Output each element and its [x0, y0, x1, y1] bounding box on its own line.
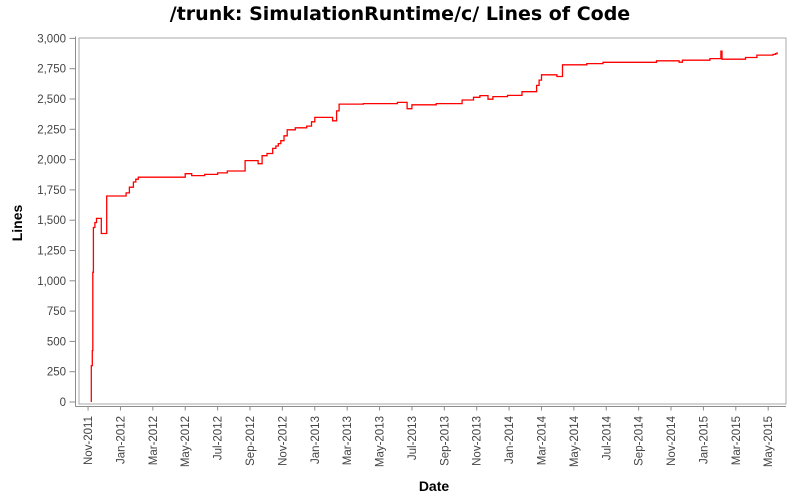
y-tick-label: 2,750 — [37, 64, 66, 76]
x-tick-label: Jul-2012 — [213, 416, 225, 460]
x-axis-label: Date — [418, 478, 450, 494]
x-ticks: Nov-2011 Jan-2012 Mar-2012 May-2012 Jul-2012… — [83, 406, 775, 467]
plot-border — [78, 37, 787, 405]
x-tick-label: Mar-2013 — [342, 416, 354, 465]
x-tick-label: Sep-2013 — [439, 416, 451, 466]
x-tick-label: May-2012 — [180, 416, 192, 467]
x-tick-label: Mar-2012 — [148, 416, 160, 465]
x-tick-label: Nov-2013 — [472, 416, 484, 466]
y-tick-label: 250 — [47, 367, 66, 379]
y-axis-label: Lines — [9, 204, 25, 242]
x-tick-label: Jan-2015 — [698, 416, 710, 464]
x-tick-label: Nov-2012 — [277, 416, 289, 466]
x-tick-label: Jan-2012 — [115, 416, 127, 464]
y-tick-label: 500 — [47, 336, 66, 348]
x-tick-label: May-2013 — [375, 416, 387, 467]
x-tick-label: Jul-2014 — [601, 415, 613, 460]
x-tick-label: Mar-2014 — [536, 415, 548, 465]
x-tick-label: May-2014 — [569, 415, 581, 467]
x-tick-label: Sep-2012 — [245, 416, 257, 466]
y-tick-label: 0 — [60, 397, 66, 409]
x-tick-label: Nov-2014 — [666, 415, 678, 465]
x-tick-label: Jan-2014 — [504, 415, 516, 464]
y-tick-label: 3,000 — [37, 33, 66, 45]
y-tick-label: 1,000 — [37, 276, 66, 288]
y-tick-label: 2,500 — [37, 94, 66, 106]
y-tick-label: 1,750 — [37, 185, 66, 197]
y-tick-label: 2,000 — [37, 155, 66, 167]
x-tick-label: Nov-2011 — [83, 416, 95, 465]
y-tick-label: 1,500 — [37, 215, 66, 227]
chart-title: /trunk: SimulationRuntime/c/ Lines of Co… — [169, 3, 631, 25]
y-ticks: 0 250 500 750 1,000 1,250 1,500 1,750 2,000 2,250… — [37, 33, 76, 409]
x-tick-label: May-2015 — [763, 416, 775, 467]
x-tick-label: Sep-2014 — [634, 415, 646, 465]
x-tick-label: Mar-2015 — [731, 416, 743, 465]
y-tick-label: 2,250 — [37, 124, 66, 136]
y-tick-label: 1,250 — [37, 246, 66, 258]
x-tick-label: Jan-2013 — [310, 416, 322, 464]
lines-of-code-series-line — [90, 50, 778, 402]
x-tick-label: Jul-2013 — [407, 416, 419, 460]
y-tick-label: 750 — [47, 306, 66, 318]
